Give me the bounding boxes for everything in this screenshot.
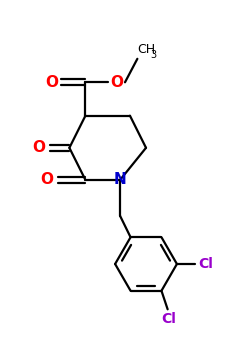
Text: O: O [32, 140, 45, 155]
Text: CH: CH [137, 43, 156, 56]
Text: Cl: Cl [162, 312, 176, 326]
Text: O: O [46, 75, 59, 90]
Text: O: O [110, 75, 123, 90]
Text: N: N [114, 173, 126, 188]
Text: Cl: Cl [198, 257, 213, 271]
Text: O: O [40, 173, 54, 188]
Text: 3: 3 [150, 50, 156, 60]
